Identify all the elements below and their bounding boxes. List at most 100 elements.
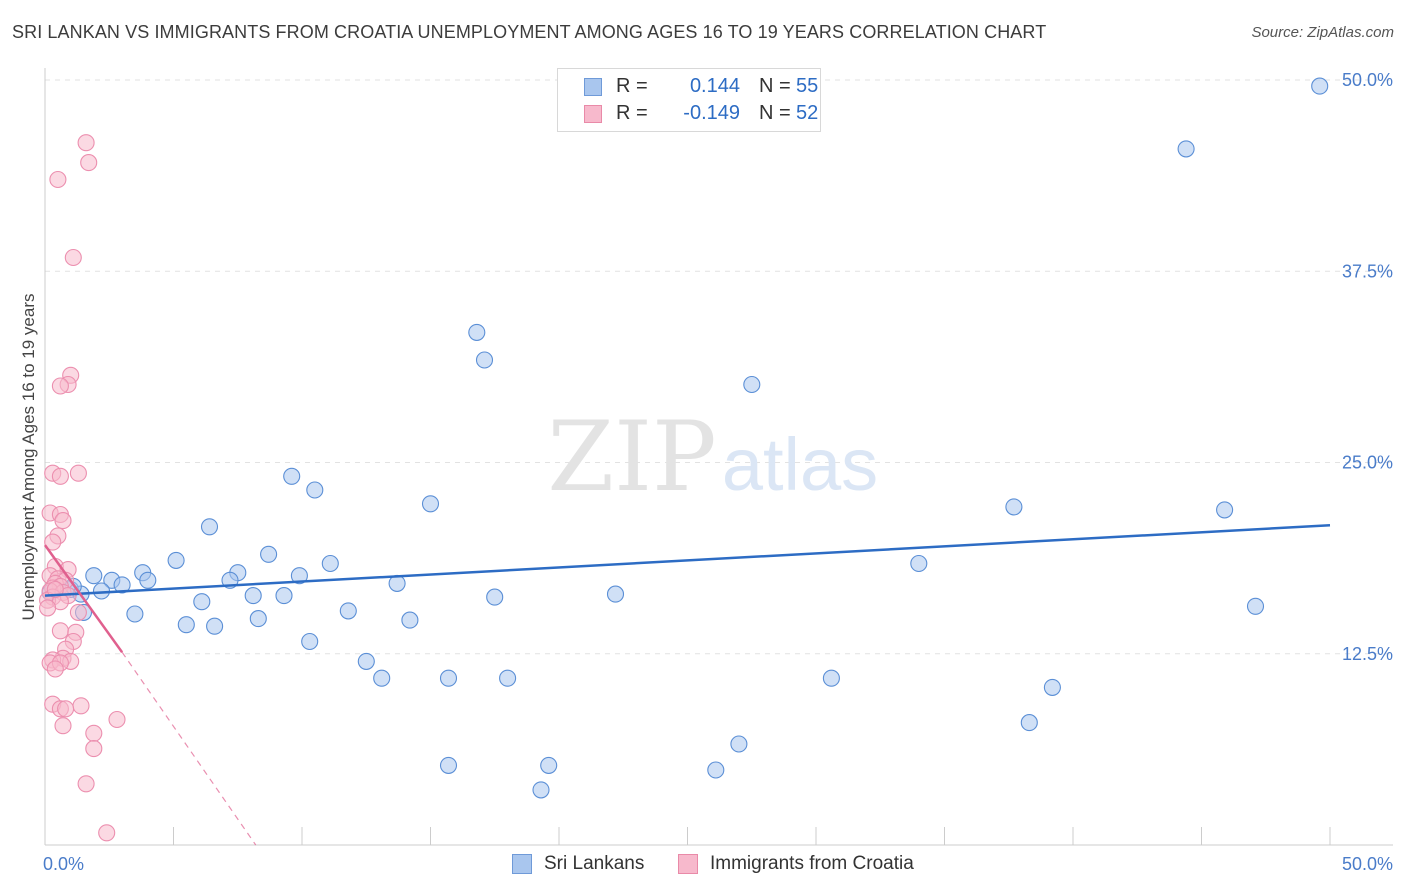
sri-lankan-point <box>357 652 375 670</box>
sri-lankan-trend-line <box>44 523 1331 597</box>
legend-swatch-croatia <box>584 105 602 123</box>
watermark-atlas: atlas <box>722 423 878 506</box>
legend-label-sri-lankans: Sri Lankans <box>544 853 645 874</box>
sri-lankan-point <box>339 602 357 620</box>
sri-lankan-point <box>126 605 144 623</box>
sri-lankan-point <box>249 610 267 628</box>
sri-lankan-point <box>283 467 301 485</box>
croatia-point <box>49 170 67 189</box>
source-label: Source: ZipAtlas.com <box>1251 24 1394 41</box>
croatia-point <box>39 599 57 617</box>
legend-n-value: 52 <box>796 102 819 124</box>
sri-lankan-point <box>486 588 504 606</box>
y-tick-label: 25.0% <box>1342 453 1393 473</box>
trend-lines <box>43 523 1331 846</box>
sri-lankan-point <box>321 554 339 573</box>
sri-lankan-point <box>439 669 458 687</box>
sri-lankan-point <box>113 576 131 594</box>
y-tick-label: 50.0% <box>1342 70 1393 90</box>
sri-lankan-point <box>1311 77 1329 95</box>
croatia-point <box>80 154 98 172</box>
sri-lankan-point <box>499 669 517 687</box>
legend-swatch-sri-lankans <box>512 854 532 874</box>
sri-lankan-point <box>1216 501 1234 519</box>
sri-lankan-point <box>401 611 419 629</box>
grid-lines <box>45 79 1393 655</box>
legend-n-value: 55 <box>796 75 819 97</box>
legend-n-label: N = <box>759 102 791 124</box>
legend-r-label: R = <box>616 75 648 97</box>
sri-lankan-point <box>177 616 195 634</box>
croatia-point <box>85 740 103 758</box>
sri-lankan-point <box>290 567 308 585</box>
croatia-point <box>51 467 69 485</box>
sri-lankan-point <box>260 545 278 563</box>
x-tick-label-max: 50.0% <box>1342 854 1393 874</box>
sri-lankan-point <box>193 593 211 611</box>
croatia-point <box>46 580 64 599</box>
sri-lankan-point <box>468 323 486 341</box>
sri-lankan-point <box>730 735 748 753</box>
croatia-point <box>72 697 90 715</box>
sri-lankan-point <box>1177 140 1195 158</box>
sri-lankan-point <box>743 375 761 394</box>
chart-title: SRI LANKAN VS IMMIGRANTS FROM CROATIA UN… <box>12 22 1047 42</box>
legend-r-value: 0.144 <box>689 75 740 97</box>
series-legend: Sri Lankans Immigrants from Croatia <box>0 853 1406 877</box>
croatia-point <box>54 717 72 735</box>
sri-lankan-point <box>1005 498 1023 516</box>
sri-lankan-point <box>439 756 458 774</box>
sri-lankan-point <box>540 756 558 774</box>
sri-lankan-point <box>475 351 494 369</box>
croatia-point <box>46 660 64 678</box>
sri-lankan-point <box>1020 714 1038 732</box>
data-points <box>39 77 1329 842</box>
y-tick-label: 12.5% <box>1342 644 1393 664</box>
sri-lankan-point <box>206 617 224 635</box>
croatia-point <box>85 724 103 742</box>
watermark-zip: ZIP <box>547 401 716 513</box>
stats-legend: R = 0.144 N = 55 R = -0.149 N = 52 <box>557 68 821 132</box>
sri-lankan-point <box>301 632 319 651</box>
croatia-point <box>51 622 69 640</box>
sri-lankan-point <box>139 571 157 589</box>
y-tick-label: 37.5% <box>1342 261 1393 281</box>
legend-r-label: R = <box>616 102 648 124</box>
y-tick-labels: 12.5% 25.0% 37.5% 50.0% <box>1342 70 1393 664</box>
croatia-point <box>98 824 116 842</box>
sri-lankan-point <box>244 587 262 605</box>
croatia-point <box>108 710 126 729</box>
sri-lankan-point <box>85 567 103 585</box>
sri-lankan-point <box>167 551 185 569</box>
sri-lankan-point <box>606 585 625 603</box>
croatia-point <box>44 533 62 551</box>
croatia-trend-line <box>43 544 124 653</box>
croatia-point <box>69 603 87 621</box>
legend-swatch-croatia <box>678 854 698 874</box>
sri-lankan-point <box>306 481 324 499</box>
croatia-point <box>77 134 95 152</box>
y-axis-label: Unemployment Among Ages 16 to 19 years <box>19 294 38 621</box>
legend-swatch-sri-lankans <box>584 78 602 96</box>
sri-lankan-point <box>373 669 391 687</box>
croatia-point <box>57 700 75 718</box>
sri-lankan-point <box>421 495 440 513</box>
sri-lankan-point <box>1246 597 1265 615</box>
croatia-point <box>64 248 82 267</box>
sri-lankan-point <box>532 781 550 799</box>
legend-label-croatia: Immigrants from Croatia <box>710 853 914 874</box>
axes <box>44 68 1393 846</box>
sri-lankan-point <box>200 518 219 536</box>
legend-r-value: -0.149 <box>683 102 740 124</box>
x-tick-label-min: 0.0% <box>43 854 84 874</box>
sri-lankan-point <box>707 761 725 779</box>
sri-lankan-point <box>822 669 840 687</box>
sri-lankan-point <box>1043 678 1061 696</box>
croatia-point <box>54 512 72 530</box>
croatia-point <box>51 377 69 395</box>
croatia-point <box>77 775 95 793</box>
croatia-trend-extension <box>121 651 257 846</box>
sri-lankan-point <box>275 587 293 605</box>
sri-lankan-point <box>910 554 928 573</box>
